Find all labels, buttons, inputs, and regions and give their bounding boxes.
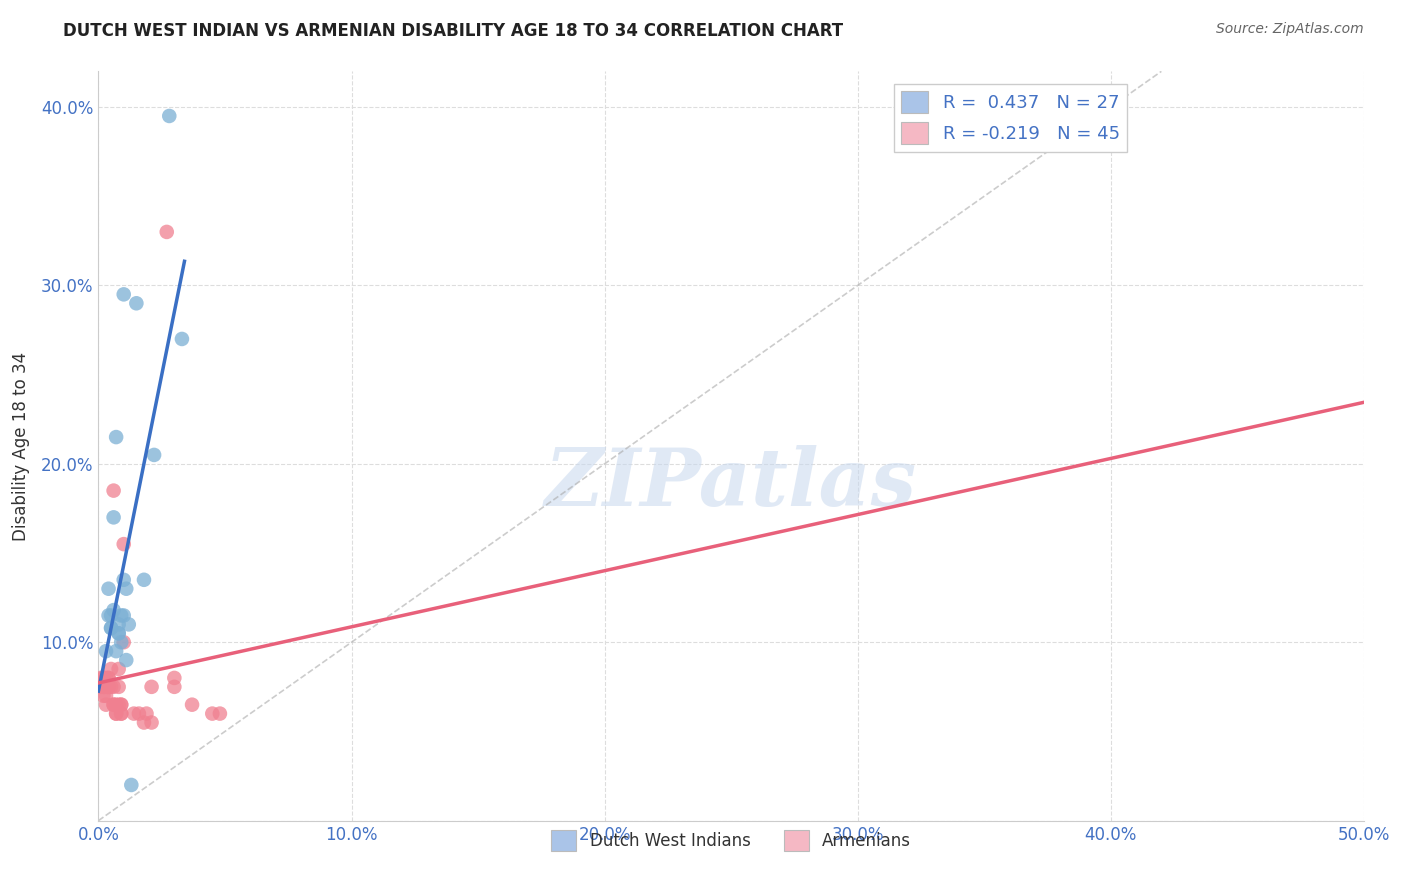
Point — [107, 626, 129, 640]
Point — [112, 573, 135, 587]
Point — [97, 582, 120, 596]
Point — [94, 698, 117, 712]
Point — [90, 680, 112, 694]
Text: DUTCH WEST INDIAN VS ARMENIAN DISABILITY AGE 18 TO 34 CORRELATION CHART: DUTCH WEST INDIAN VS ARMENIAN DISABILITY… — [63, 22, 844, 40]
Point — [105, 644, 128, 658]
Point — [93, 689, 115, 703]
Point — [105, 430, 128, 444]
Point — [163, 680, 186, 694]
Point — [163, 671, 186, 685]
Point — [93, 680, 115, 694]
Point — [132, 715, 155, 730]
Point — [122, 706, 145, 721]
Point — [100, 680, 122, 694]
Point — [115, 582, 138, 596]
Point — [97, 671, 120, 685]
Point — [156, 225, 179, 239]
Point — [90, 671, 112, 685]
Point — [105, 698, 128, 712]
Point — [93, 680, 115, 694]
Point — [107, 680, 129, 694]
Point — [112, 537, 135, 551]
Point — [112, 608, 135, 623]
Point — [94, 680, 117, 694]
Point — [208, 706, 231, 721]
Point — [100, 621, 122, 635]
Point — [110, 706, 132, 721]
Point — [103, 510, 125, 524]
Point — [110, 706, 132, 721]
Point — [110, 698, 132, 712]
Point — [170, 332, 193, 346]
Point — [135, 706, 157, 721]
Point — [94, 644, 117, 658]
Point — [157, 109, 180, 123]
Point — [112, 287, 135, 301]
Point — [128, 706, 150, 721]
Point — [100, 608, 122, 623]
Point — [115, 653, 138, 667]
Point — [110, 635, 132, 649]
Point — [103, 603, 125, 617]
Point — [97, 680, 120, 694]
Point — [105, 706, 128, 721]
Point — [112, 635, 135, 649]
Point — [97, 608, 120, 623]
Point — [94, 671, 117, 685]
Point — [103, 680, 125, 694]
Point — [103, 483, 125, 498]
Point — [107, 662, 129, 676]
Point — [120, 778, 142, 792]
Point — [93, 671, 115, 685]
Point — [87, 680, 110, 694]
Point — [110, 698, 132, 712]
Point — [125, 296, 148, 310]
Point — [141, 715, 163, 730]
Legend: Dutch West Indians, Armenians: Dutch West Indians, Armenians — [544, 823, 918, 857]
Point — [201, 706, 224, 721]
Point — [100, 662, 122, 676]
Point — [97, 671, 120, 685]
Point — [141, 680, 163, 694]
Point — [100, 621, 122, 635]
Text: ZIPatlas: ZIPatlas — [546, 445, 917, 522]
Point — [97, 680, 120, 694]
Point — [107, 698, 129, 712]
Point — [110, 608, 132, 623]
Point — [94, 689, 117, 703]
Point — [105, 706, 128, 721]
Point — [132, 573, 155, 587]
Y-axis label: Disability Age 18 to 34: Disability Age 18 to 34 — [11, 351, 30, 541]
Point — [107, 617, 129, 632]
Point — [143, 448, 166, 462]
Point — [103, 698, 125, 712]
Point — [103, 698, 125, 712]
Point — [118, 617, 141, 632]
Point — [107, 626, 129, 640]
Point — [181, 698, 204, 712]
Text: Source: ZipAtlas.com: Source: ZipAtlas.com — [1216, 22, 1364, 37]
